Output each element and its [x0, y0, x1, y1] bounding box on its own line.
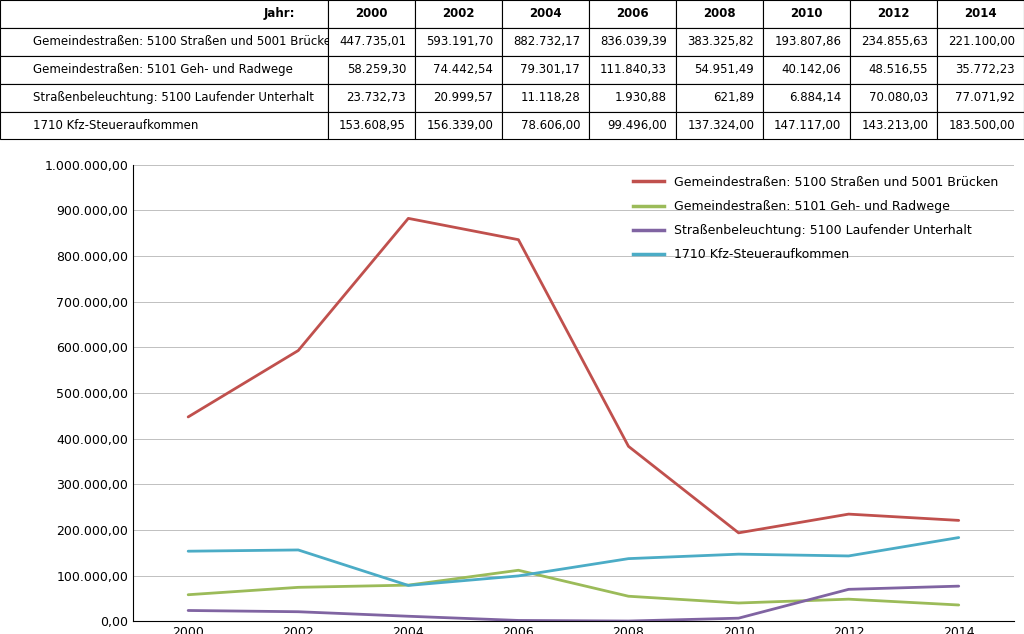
Gemeindestraßen: 5100 Straßen und 5001 Brücken: (2.01e+03, 2.35e+05): 5100 Straßen und 5001 Brücken: (2.01e+03… — [843, 510, 855, 518]
Gemeindestraßen: 5101 Geh- und Radwege: (2e+03, 7.93e+04): 5101 Geh- und Radwege: (2e+03, 7.93e+04) — [402, 581, 415, 589]
Gemeindestraßen: 5100 Straßen und 5001 Brücken: (2.01e+03, 2.21e+05): 5100 Straßen und 5001 Brücken: (2.01e+03… — [952, 517, 965, 524]
Gemeindestraßen: 5101 Geh- und Radwege: (2.01e+03, 5.5e+04): 5101 Geh- und Radwege: (2.01e+03, 5.5e+0… — [623, 592, 635, 600]
Straßenbeleuchtung: 5100 Laufender Unterhalt: (2.01e+03, 622): 5100 Laufender Unterhalt: (2.01e+03, 622… — [623, 618, 635, 625]
Straßenbeleuchtung: 5100 Laufender Unterhalt: (2e+03, 2.37e+04): 5100 Laufender Unterhalt: (2e+03, 2.37e+… — [182, 607, 195, 614]
1710 Kfz-Steueraufkommen — [402, 581, 415, 589]
Gemeindestraßen: 5100 Straßen und 5001 Brücken: (2.01e+03, 1.94e+05): 5100 Straßen und 5001 Brücken: (2.01e+03… — [732, 529, 744, 536]
Gemeindestraßen: 5100 Straßen und 5001 Brücken: (2e+03, 8.83e+05): 5100 Straßen und 5001 Brücken: (2e+03, 8… — [402, 214, 415, 222]
1710 Kfz-Steueraufkommen — [512, 572, 524, 579]
1710 Kfz-Steueraufkommen — [292, 546, 304, 553]
1710 Kfz-Steueraufkommen — [732, 550, 744, 558]
1710 Kfz-Steueraufkommen — [182, 547, 195, 555]
Gemeindestraßen: 5101 Geh- und Radwege: (2e+03, 5.83e+04): 5101 Geh- und Radwege: (2e+03, 5.83e+04) — [182, 591, 195, 598]
Line: Straßenbeleuchtung: 5100 Laufender Unterhalt: Straßenbeleuchtung: 5100 Laufender Unter… — [188, 586, 958, 621]
Gemeindestraßen: 5101 Geh- und Radwege: (2.01e+03, 4.01e+04): 5101 Geh- und Radwege: (2.01e+03, 4.01e+… — [732, 599, 744, 607]
1710 Kfz-Steueraufkommen — [952, 534, 965, 541]
Gemeindestraßen: 5101 Geh- und Radwege: (2.01e+03, 4.85e+04): 5101 Geh- und Radwege: (2.01e+03, 4.85e+… — [843, 595, 855, 603]
Straßenbeleuchtung: 5100 Laufender Unterhalt: (2.01e+03, 7.71e+04): 5100 Laufender Unterhalt: (2.01e+03, 7.7… — [952, 583, 965, 590]
Straßenbeleuchtung: 5100 Laufender Unterhalt: (2.01e+03, 7.01e+04): 5100 Laufender Unterhalt: (2.01e+03, 7.0… — [843, 586, 855, 593]
Gemeindestraßen: 5100 Straßen und 5001 Brücken: (2.01e+03, 8.36e+05): 5100 Straßen und 5001 Brücken: (2.01e+03… — [512, 236, 524, 243]
Gemeindestraßen: 5101 Geh- und Radwege: (2e+03, 7.44e+04): 5101 Geh- und Radwege: (2e+03, 7.44e+04) — [292, 583, 304, 591]
Straßenbeleuchtung: 5100 Laufender Unterhalt: (2e+03, 1.11e+04): 5100 Laufender Unterhalt: (2e+03, 1.11e+… — [402, 612, 415, 620]
1710 Kfz-Steueraufkommen — [843, 552, 855, 560]
Gemeindestraßen: 5101 Geh- und Radwege: (2.01e+03, 3.58e+04): 5101 Geh- und Radwege: (2.01e+03, 3.58e+… — [952, 601, 965, 609]
Straßenbeleuchtung: 5100 Laufender Unterhalt: (2.01e+03, 1.93e+03): 5100 Laufender Unterhalt: (2.01e+03, 1.9… — [512, 617, 524, 624]
Gemeindestraßen: 5101 Geh- und Radwege: (2.01e+03, 1.12e+05): 5101 Geh- und Radwege: (2.01e+03, 1.12e+… — [512, 566, 524, 574]
Gemeindestraßen: 5100 Straßen und 5001 Brücken: (2e+03, 4.48e+05): 5100 Straßen und 5001 Brücken: (2e+03, 4… — [182, 413, 195, 421]
Gemeindestraßen: 5100 Straßen und 5001 Brücken: (2e+03, 5.93e+05): 5100 Straßen und 5001 Brücken: (2e+03, 5… — [292, 347, 304, 354]
Legend: Gemeindestraßen: 5100 Straßen und 5001 Brücken, Gemeindestraßen: 5101 Geh- und R: Gemeindestraßen: 5100 Straßen und 5001 B… — [633, 176, 998, 261]
Line: Gemeindestraßen: 5101 Geh- und Radwege: Gemeindestraßen: 5101 Geh- und Radwege — [188, 570, 958, 605]
Line: Gemeindestraßen: 5100 Straßen und 5001 Brücken: Gemeindestraßen: 5100 Straßen und 5001 B… — [188, 218, 958, 533]
1710 Kfz-Steueraufkommen — [623, 555, 635, 562]
Straßenbeleuchtung: 5100 Laufender Unterhalt: (2e+03, 2.1e+04): 5100 Laufender Unterhalt: (2e+03, 2.1e+0… — [292, 608, 304, 616]
Gemeindestraßen: 5100 Straßen und 5001 Brücken: (2.01e+03, 3.83e+05): 5100 Straßen und 5001 Brücken: (2.01e+03… — [623, 443, 635, 450]
Line: 1710 Kfz-Steueraufkommen: 1710 Kfz-Steueraufkommen — [188, 538, 958, 585]
Straßenbeleuchtung: 5100 Laufender Unterhalt: (2.01e+03, 6.88e+03): 5100 Laufender Unterhalt: (2.01e+03, 6.8… — [732, 614, 744, 622]
